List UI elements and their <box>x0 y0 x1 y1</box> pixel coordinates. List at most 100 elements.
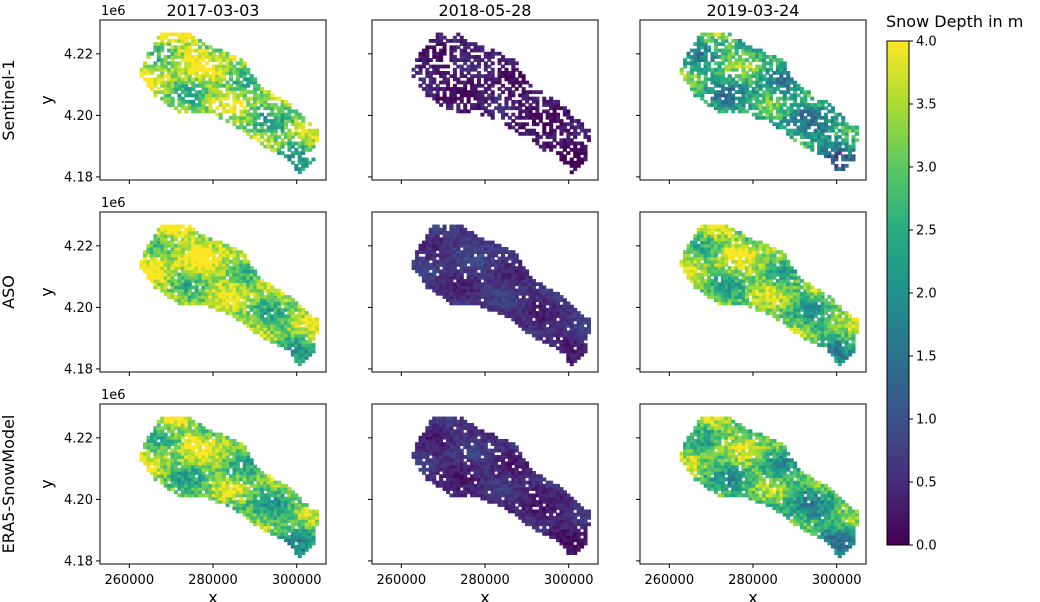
heatmap-cell <box>497 51 502 56</box>
heatmap-cell <box>549 317 554 322</box>
heatmap-cell <box>806 304 811 309</box>
heatmap-cell <box>738 285 743 290</box>
heatmap-cell <box>156 269 161 274</box>
heatmap-cell <box>514 314 519 319</box>
heatmap-cell <box>720 295 725 299</box>
heatmap-cell <box>751 279 756 283</box>
heatmap-cell <box>246 259 251 264</box>
heatmap-cell <box>717 291 722 296</box>
heatmap-cell <box>287 343 292 347</box>
heatmap-cell <box>198 51 203 56</box>
heatmap-cell <box>204 99 209 104</box>
heatmap-cell <box>167 272 172 277</box>
heatmap-cell <box>765 90 770 95</box>
heatmap-cell <box>738 45 743 50</box>
heatmap-cell <box>146 247 151 251</box>
heatmap-cell <box>266 301 271 306</box>
heatmap-cell <box>751 295 756 299</box>
heatmap-cell <box>435 230 440 235</box>
heatmap-cell <box>765 307 770 312</box>
heatmap-cell <box>772 314 777 319</box>
heatmap-cell <box>277 141 282 146</box>
heatmap-cell <box>768 301 774 306</box>
heatmap-cell <box>256 307 261 312</box>
heatmap-cell <box>793 90 798 95</box>
heatmap-cell <box>470 90 475 95</box>
heatmap-cell <box>445 282 451 287</box>
heatmap-cell <box>242 106 247 111</box>
heatmap-cell <box>779 61 784 66</box>
heatmap-cell <box>449 58 454 63</box>
heatmap-cell <box>270 112 275 117</box>
heatmap-cell <box>758 279 763 283</box>
heatmap-cell <box>452 288 457 293</box>
heatmap-cell <box>531 327 536 331</box>
heatmap-cell <box>583 320 588 325</box>
heatmap-cell <box>817 99 822 104</box>
heatmap-cell <box>439 71 444 75</box>
heatmap-cell <box>707 234 712 238</box>
heatmap-cell <box>249 122 254 127</box>
heatmap-cell <box>710 269 715 274</box>
heatmap-cell <box>184 71 189 75</box>
heatmap-cell <box>184 35 189 40</box>
heatmap-cell <box>762 106 767 111</box>
heatmap-cell <box>284 346 289 351</box>
heatmap-cell <box>187 51 192 56</box>
heatmap-cell <box>439 74 444 79</box>
heatmap-cell <box>824 151 829 155</box>
heatmap-cell <box>432 51 437 56</box>
heatmap-cell <box>253 96 258 101</box>
heatmap-cell <box>772 90 777 95</box>
heatmap-cell <box>304 330 309 335</box>
heatmap-cell <box>556 346 561 351</box>
heatmap-cell <box>208 106 213 111</box>
heatmap-cell <box>703 237 708 242</box>
heatmap-cell <box>504 61 509 66</box>
heatmap-cell <box>208 298 213 303</box>
heatmap-cell <box>470 269 475 274</box>
heatmap-cell <box>266 323 271 328</box>
heatmap-cell <box>744 291 749 296</box>
heatmap-cell <box>772 298 777 303</box>
heatmap-cell <box>827 304 832 309</box>
heatmap-cell <box>218 263 223 267</box>
heatmap-cell <box>700 58 705 63</box>
heatmap-cell <box>806 320 811 325</box>
heatmap-cell <box>741 279 746 283</box>
heatmap-cell <box>762 83 767 88</box>
panel-r0-c2: 2019-03-24 <box>636 1 867 184</box>
heatmap-cell <box>439 279 444 283</box>
heatmap-cell <box>211 80 216 85</box>
heatmap-cell <box>418 272 423 277</box>
heatmap-cell <box>160 90 165 95</box>
heatmap-cell <box>580 346 585 351</box>
heatmap-cell <box>511 301 516 306</box>
heatmap-cell <box>191 227 196 232</box>
heatmap-cell <box>799 285 804 290</box>
heatmap-cell <box>235 61 240 66</box>
heatmap-cell <box>297 327 302 331</box>
heatmap-cell <box>277 327 282 331</box>
heatmap-cell <box>751 90 756 95</box>
heatmap-cell <box>549 106 554 111</box>
heatmap-cell <box>445 243 451 248</box>
heatmap-cell <box>187 99 192 104</box>
heatmap-cell <box>428 237 433 242</box>
heatmap-cell <box>466 301 471 306</box>
heatmap-cell <box>693 51 698 56</box>
heatmap-cell <box>762 99 767 104</box>
heatmap-cell <box>311 323 316 328</box>
heatmap-cell <box>280 327 285 331</box>
heatmap-cell <box>810 141 815 146</box>
heatmap-cell <box>253 320 258 325</box>
heatmap-cell <box>549 333 554 338</box>
y-tick-label: 4.20 <box>64 109 93 124</box>
heatmap-cell <box>741 109 746 114</box>
heatmap-cell <box>820 151 825 155</box>
heatmap-cell <box>830 323 835 328</box>
heatmap-cell <box>198 266 203 271</box>
heatmap-cell <box>253 106 258 111</box>
heatmap-cell <box>473 234 478 238</box>
heatmap-cell <box>786 77 791 82</box>
